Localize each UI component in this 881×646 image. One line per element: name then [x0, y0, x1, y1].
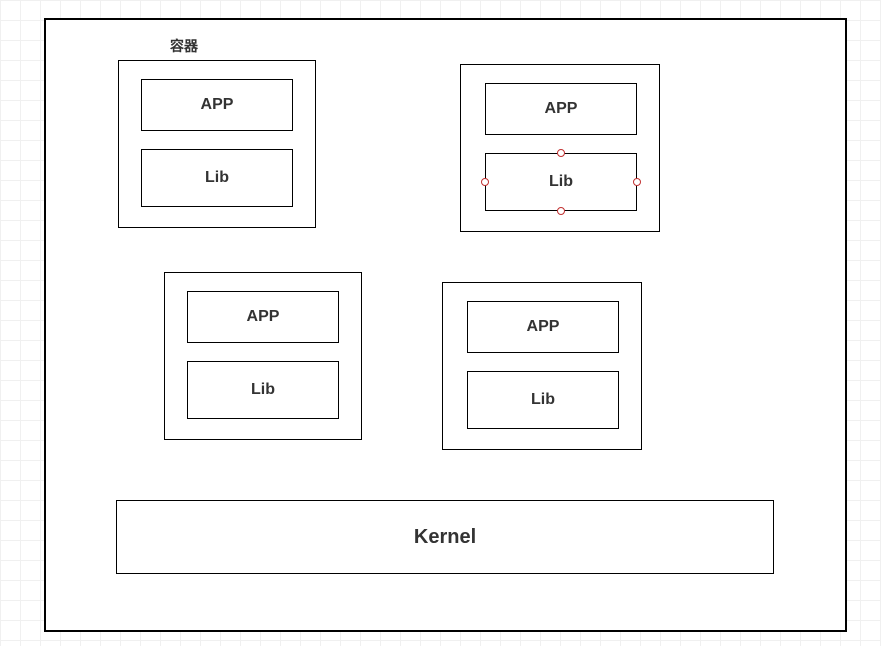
diagram-title: 容器 [170, 36, 198, 56]
app-label: APP [201, 96, 234, 114]
selection-handle[interactable] [557, 207, 565, 215]
lib-label: Lib [549, 173, 573, 191]
lib-label: Lib [205, 169, 229, 187]
app-label: APP [527, 318, 560, 336]
kernel-box: Kernel [116, 500, 774, 574]
lib-label: Lib [251, 381, 275, 399]
lib-box[interactable]: Lib [141, 149, 293, 207]
selection-handle[interactable] [481, 178, 489, 186]
app-box[interactable]: APP [467, 301, 619, 353]
app-box[interactable]: APP [187, 291, 339, 343]
container-c1[interactable]: APP Lib [118, 60, 316, 228]
kernel-label: Kernel [414, 526, 476, 549]
app-box[interactable]: APP [485, 83, 637, 135]
selection-handle[interactable] [633, 178, 641, 186]
container-c3[interactable]: APP Lib [164, 272, 362, 440]
lib-label: Lib [531, 391, 555, 409]
lib-box[interactable]: Lib [485, 153, 637, 211]
container-c2[interactable]: APP Lib [460, 64, 660, 232]
app-label: APP [247, 308, 280, 326]
app-label: APP [545, 100, 578, 118]
lib-box[interactable]: Lib [187, 361, 339, 419]
selection-handle[interactable] [557, 149, 565, 157]
lib-box[interactable]: Lib [467, 371, 619, 429]
app-box[interactable]: APP [141, 79, 293, 131]
container-c4[interactable]: APP Lib [442, 282, 642, 450]
